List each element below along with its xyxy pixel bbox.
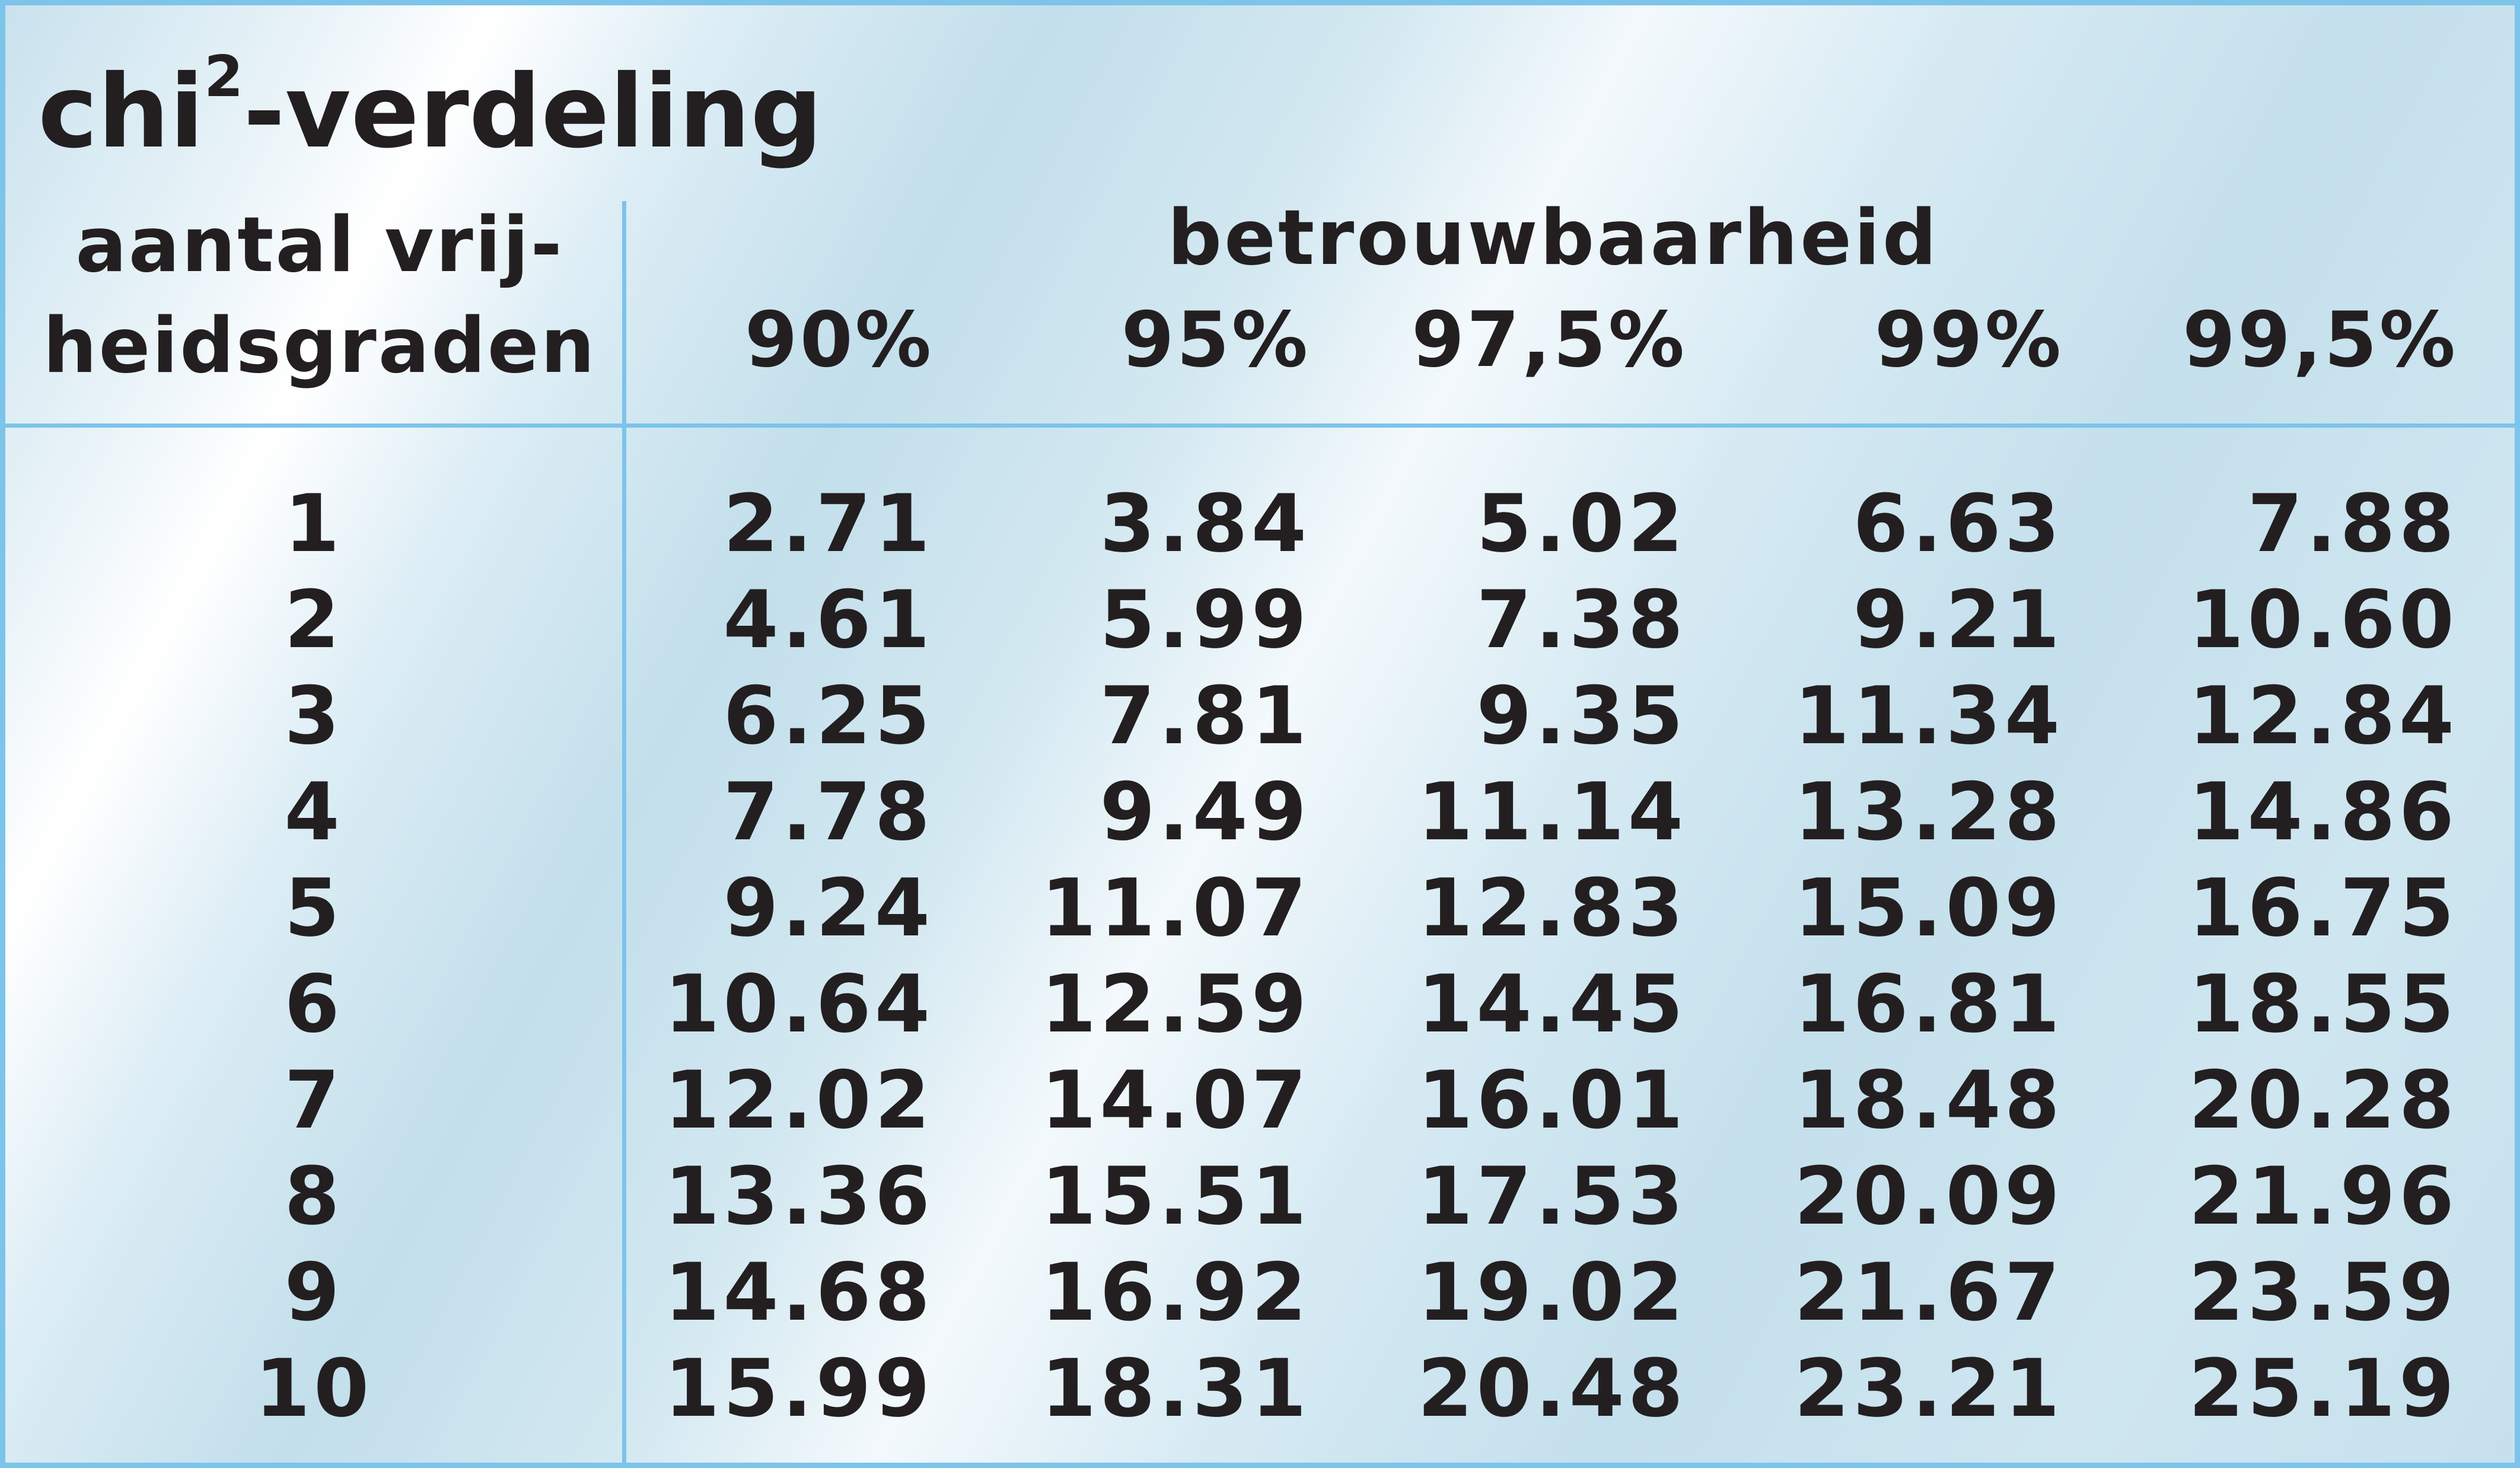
value-cell-90: 7.78 bbox=[723, 766, 934, 858]
table-row: 2 4.61 5.99 7.38 9.21 10.60 bbox=[5, 572, 2515, 668]
value-cell-95: 12.59 bbox=[1041, 958, 1310, 1050]
value-cell-95: 3.84 bbox=[1100, 477, 1310, 570]
value-cell-90: 6.25 bbox=[723, 670, 934, 762]
column-header-95: 95% bbox=[1121, 296, 1310, 384]
value-cell-99: 23.21 bbox=[1794, 1342, 2063, 1435]
dof-cell: 8 bbox=[284, 1150, 343, 1243]
dof-cell: 9 bbox=[284, 1246, 343, 1339]
value-cell-90: 13.36 bbox=[664, 1150, 934, 1243]
table-row: 8 13.36 15.51 17.53 20.09 21.96 bbox=[5, 1148, 2515, 1244]
value-cell-97-5: 7.38 bbox=[1476, 574, 1687, 666]
value-cell-95: 15.51 bbox=[1041, 1150, 1310, 1243]
value-cell-97-5: 17.53 bbox=[1417, 1150, 1687, 1243]
value-cell-99: 13.28 bbox=[1794, 766, 2063, 858]
table-row: 9 14.68 16.92 19.02 21.67 23.59 bbox=[5, 1244, 2515, 1340]
value-cell-95: 14.07 bbox=[1041, 1054, 1310, 1147]
value-cell-90: 10.64 bbox=[664, 958, 934, 1050]
value-cell-95: 16.92 bbox=[1041, 1246, 1310, 1339]
value-cell-97-5: 5.02 bbox=[1476, 477, 1687, 570]
value-cell-99-5: 25.19 bbox=[2188, 1342, 2458, 1435]
column-header-99: 99% bbox=[1874, 296, 2063, 384]
value-cell-95: 11.07 bbox=[1041, 862, 1310, 954]
page-title: chi2-verdeling bbox=[38, 49, 823, 163]
value-cell-95: 9.49 bbox=[1100, 766, 1310, 858]
dof-cell: 3 bbox=[284, 670, 343, 762]
dof-header-line-1: aantal vrij- bbox=[75, 201, 564, 289]
dof-cell: 10 bbox=[254, 1342, 373, 1435]
value-cell-99: 15.09 bbox=[1794, 862, 2063, 954]
value-cell-99-5: 14.86 bbox=[2188, 766, 2458, 858]
table-row: 6 10.64 12.59 14.45 16.81 18.55 bbox=[5, 956, 2515, 1052]
value-cell-95: 5.99 bbox=[1100, 574, 1310, 666]
value-cell-97-5: 9.35 bbox=[1476, 670, 1687, 762]
value-cell-95: 18.31 bbox=[1041, 1342, 1310, 1435]
value-cell-99-5: 20.28 bbox=[2188, 1054, 2458, 1147]
dof-cell: 2 bbox=[284, 574, 343, 666]
value-cell-99: 21.67 bbox=[1794, 1246, 2063, 1339]
title-main: chi bbox=[38, 53, 205, 171]
value-cell-99: 11.34 bbox=[1794, 670, 2063, 762]
value-cell-90: 15.99 bbox=[664, 1342, 934, 1435]
value-cell-97-5: 12.83 bbox=[1417, 862, 1687, 954]
value-cell-90: 12.02 bbox=[664, 1054, 934, 1147]
title-superscript: 2 bbox=[204, 44, 244, 110]
value-cell-99-5: 23.59 bbox=[2188, 1246, 2458, 1339]
value-cell-97-5: 16.01 bbox=[1417, 1054, 1687, 1147]
table-row: 1 2.71 3.84 5.02 6.63 7.88 bbox=[5, 476, 2515, 572]
value-cell-99: 6.63 bbox=[1853, 477, 2063, 570]
column-divider bbox=[622, 201, 626, 1463]
value-cell-90: 2.71 bbox=[723, 477, 934, 570]
value-cell-95: 7.81 bbox=[1100, 670, 1310, 762]
value-cell-97-5: 14.45 bbox=[1417, 958, 1687, 1050]
column-header-90: 90% bbox=[744, 296, 934, 384]
title-suffix: -verdeling bbox=[243, 53, 823, 171]
table-row: 10 15.99 18.31 20.48 23.21 25.19 bbox=[5, 1340, 2515, 1437]
value-cell-97-5: 20.48 bbox=[1417, 1342, 1687, 1435]
column-header-97-5: 97,5% bbox=[1411, 296, 1687, 384]
value-cell-99: 20.09 bbox=[1794, 1150, 2063, 1243]
column-header-99-5: 99,5% bbox=[2182, 296, 2458, 384]
dof-cell: 5 bbox=[284, 862, 343, 954]
degrees-of-freedom-header: aantal vrij- heidsgraden bbox=[23, 195, 616, 397]
value-cell-90: 14.68 bbox=[664, 1246, 934, 1339]
value-cell-97-5: 11.14 bbox=[1417, 766, 1687, 858]
value-cell-99-5: 7.88 bbox=[2247, 477, 2458, 570]
dof-header-line-2: heidsgraden bbox=[43, 302, 597, 390]
value-cell-99-5: 16.75 bbox=[2188, 862, 2458, 954]
value-cell-99-5: 18.55 bbox=[2188, 958, 2458, 1050]
dof-cell: 4 bbox=[284, 766, 343, 858]
value-cell-90: 4.61 bbox=[723, 574, 934, 666]
dof-cell: 1 bbox=[284, 477, 343, 570]
value-cell-99: 18.48 bbox=[1794, 1054, 2063, 1147]
value-cell-99: 9.21 bbox=[1853, 574, 2063, 666]
table-row: 3 6.25 7.81 9.35 11.34 12.84 bbox=[5, 668, 2515, 764]
value-cell-99: 16.81 bbox=[1794, 958, 2063, 1050]
value-cell-90: 9.24 bbox=[723, 862, 934, 954]
table-row: 7 12.02 14.07 16.01 18.48 20.28 bbox=[5, 1052, 2515, 1148]
value-cell-99-5: 21.96 bbox=[2188, 1150, 2458, 1243]
dof-cell: 6 bbox=[284, 958, 343, 1050]
table-row: 5 9.24 11.07 12.83 15.09 16.75 bbox=[5, 860, 2515, 956]
dof-cell: 7 bbox=[284, 1054, 343, 1147]
table-row: 4 7.78 9.49 11.14 13.28 14.86 bbox=[5, 764, 2515, 860]
header-divider bbox=[5, 423, 2515, 428]
confidence-group-header: betrouwbaarheid bbox=[1167, 194, 1939, 282]
value-cell-99-5: 10.60 bbox=[2188, 574, 2458, 666]
value-cell-97-5: 19.02 bbox=[1417, 1246, 1687, 1339]
value-cell-99-5: 12.84 bbox=[2188, 670, 2458, 762]
